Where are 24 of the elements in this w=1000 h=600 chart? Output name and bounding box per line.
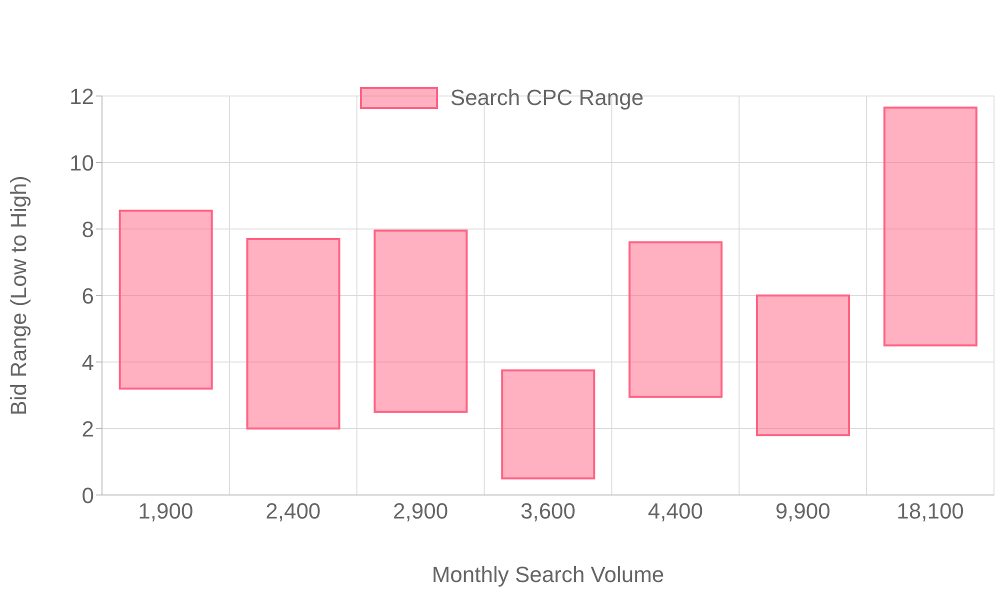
x-tick-label: 2,400: [266, 498, 321, 524]
x-tick-label: 3,600: [520, 498, 576, 524]
bar: [883, 106, 978, 346]
bar: [756, 294, 850, 436]
y-axis-title: Bid Range (Low to High): [6, 176, 31, 416]
x-axis-title: Monthly Search Volume: [432, 562, 664, 587]
x-tick-label: 1,900: [138, 498, 194, 524]
x-tick-label: 2,900: [393, 498, 448, 524]
y-tick-label: 6: [82, 283, 94, 308]
legend-label: Search CPC Range: [449, 85, 644, 111]
bar: [118, 210, 213, 390]
y-tick-label: 2: [82, 416, 94, 442]
bar: [501, 369, 596, 480]
bar: [374, 230, 468, 413]
y-tick-label: 10: [70, 150, 94, 176]
y-tick-label: 4: [82, 350, 94, 375]
x-tick-label: 18,100: [896, 498, 964, 524]
x-tick-label: 4,400: [648, 498, 703, 524]
y-tick-label: 8: [82, 216, 94, 242]
x-tick-label: 9,900: [775, 498, 830, 524]
y-tick-label: 12: [70, 84, 94, 109]
bar: [628, 241, 723, 398]
bar: [246, 238, 340, 430]
y-tick-label: 0: [82, 482, 94, 508]
